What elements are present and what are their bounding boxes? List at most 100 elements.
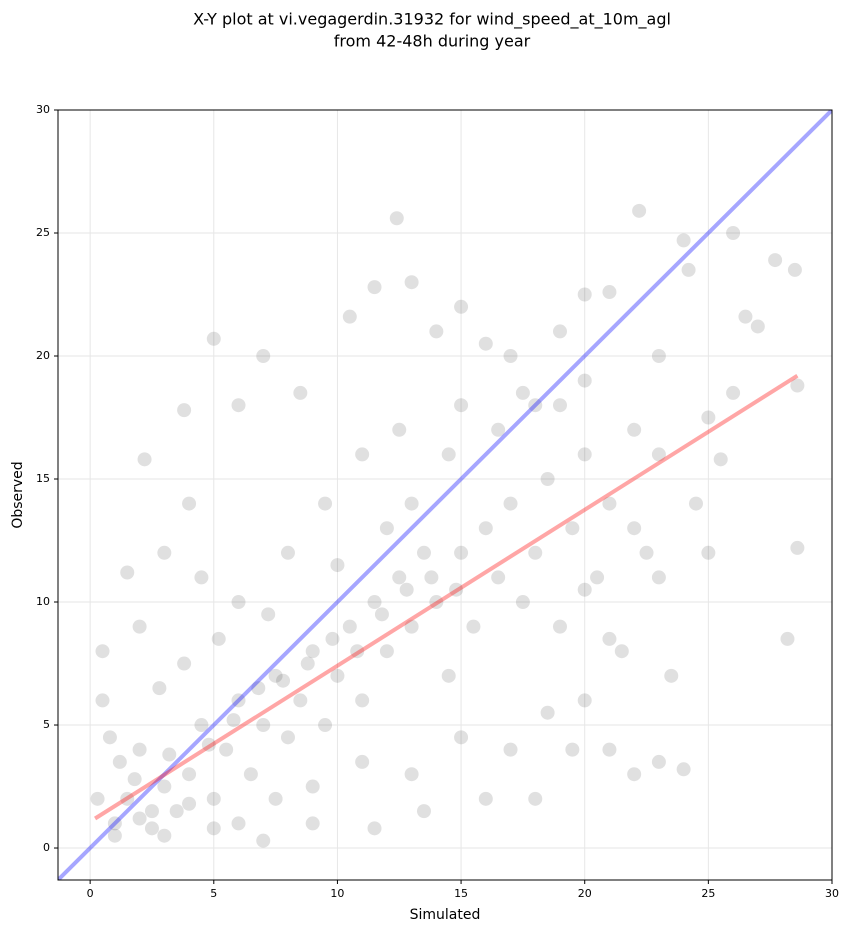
scatter-point	[280, 545, 295, 560]
scatter-point	[424, 570, 439, 585]
scatter-point	[478, 336, 493, 351]
scatter-point	[602, 742, 617, 757]
scatter-point	[639, 545, 654, 560]
scatter-point	[256, 833, 271, 848]
scatter-point	[676, 762, 691, 777]
scatter-point	[664, 668, 679, 683]
chart-subtitle: from 42-48h during year	[334, 32, 531, 51]
scatter-point	[491, 422, 506, 437]
scatter-point	[614, 644, 629, 659]
scatter-point	[627, 422, 642, 437]
scatter-point	[416, 804, 431, 819]
scatter-point	[429, 324, 444, 339]
scatter-point	[305, 779, 320, 794]
fit-line	[94, 373, 799, 821]
x-tick-label: 0	[87, 887, 94, 900]
scatter-point	[651, 754, 666, 769]
scatter-point	[206, 791, 221, 806]
scatter-point	[137, 452, 152, 467]
scatter-point	[577, 447, 592, 462]
scatter-point	[590, 570, 605, 585]
scatter-point	[355, 754, 370, 769]
scatter-point	[701, 545, 716, 560]
scatter-point	[627, 767, 642, 782]
x-tick-label: 5	[210, 887, 217, 900]
scatter-point	[503, 496, 518, 511]
scatter-point	[367, 821, 382, 836]
scatter-point	[577, 582, 592, 597]
scatter-point	[602, 285, 617, 300]
scatter-point	[144, 821, 159, 836]
scatter-point	[416, 545, 431, 560]
scatter-point	[392, 570, 407, 585]
y-tick-label: 25	[36, 226, 50, 239]
scatter-point	[330, 668, 345, 683]
scatter-point	[305, 816, 320, 831]
scatter-point	[201, 737, 216, 752]
scatter-point	[780, 631, 795, 646]
scatter-point	[379, 521, 394, 536]
scatter-point	[713, 452, 728, 467]
scatter-point	[389, 211, 404, 226]
ticks: 0 5 10 15 20 25 30 0 5 10 15 20 25 30	[36, 103, 839, 900]
scatter-point	[231, 398, 246, 413]
scatter-point	[231, 595, 246, 610]
scatter-point	[132, 619, 147, 634]
scatter-point	[577, 373, 592, 388]
scatter-point	[280, 730, 295, 745]
chart-title: X-Y plot at vi.vegagerdin.31932 for wind…	[193, 10, 671, 30]
scatter-point	[169, 804, 184, 819]
scatter-point	[194, 718, 209, 733]
scatter-point	[367, 280, 382, 295]
scatter-point	[515, 595, 530, 610]
plot-area	[58, 110, 832, 880]
scatter-point	[627, 521, 642, 536]
scatter-point	[107, 828, 122, 843]
scatter-point	[750, 319, 765, 334]
scatter-point	[688, 496, 703, 511]
scatter-point	[120, 791, 135, 806]
scatter-point	[293, 693, 308, 708]
scatter-point	[503, 349, 518, 364]
y-tick-label: 30	[36, 103, 50, 116]
x-tick-label: 25	[701, 887, 715, 900]
scatter-point	[577, 693, 592, 708]
scatter-point	[404, 767, 419, 782]
scatter-point	[182, 767, 197, 782]
scatter-point	[318, 496, 333, 511]
scatter-point	[293, 385, 308, 400]
scatter-point	[676, 233, 691, 248]
scatter-point	[194, 570, 209, 585]
scatter-point	[602, 631, 617, 646]
scatter-point	[132, 742, 147, 757]
scatter-point	[565, 521, 580, 536]
scatter-point	[251, 681, 266, 696]
scatter-point	[528, 398, 543, 413]
scatter-point	[112, 754, 127, 769]
scatter-point	[219, 742, 234, 757]
scatter-point	[305, 644, 320, 659]
scatter-point	[651, 570, 666, 585]
scatter-point	[211, 631, 226, 646]
scatter-point	[144, 804, 159, 819]
scatter-point	[441, 447, 456, 462]
scatter-point	[392, 422, 407, 437]
scatter-point	[565, 742, 580, 757]
scatter-point	[503, 742, 518, 757]
scatter-point	[374, 607, 389, 622]
scatter-point	[226, 713, 241, 728]
scatter-point	[330, 558, 345, 573]
scatter-point	[449, 582, 464, 597]
x-tick-label: 10	[330, 887, 344, 900]
scatter-point	[355, 447, 370, 462]
scatter-point	[787, 262, 802, 277]
scatter-point	[399, 582, 414, 597]
scatter-point	[162, 747, 177, 762]
scatter-point	[182, 496, 197, 511]
scatter-point	[157, 779, 172, 794]
scatter-point	[651, 349, 666, 364]
scatter-point	[231, 693, 246, 708]
scatter-point	[231, 816, 246, 831]
scatter-point	[177, 656, 192, 671]
